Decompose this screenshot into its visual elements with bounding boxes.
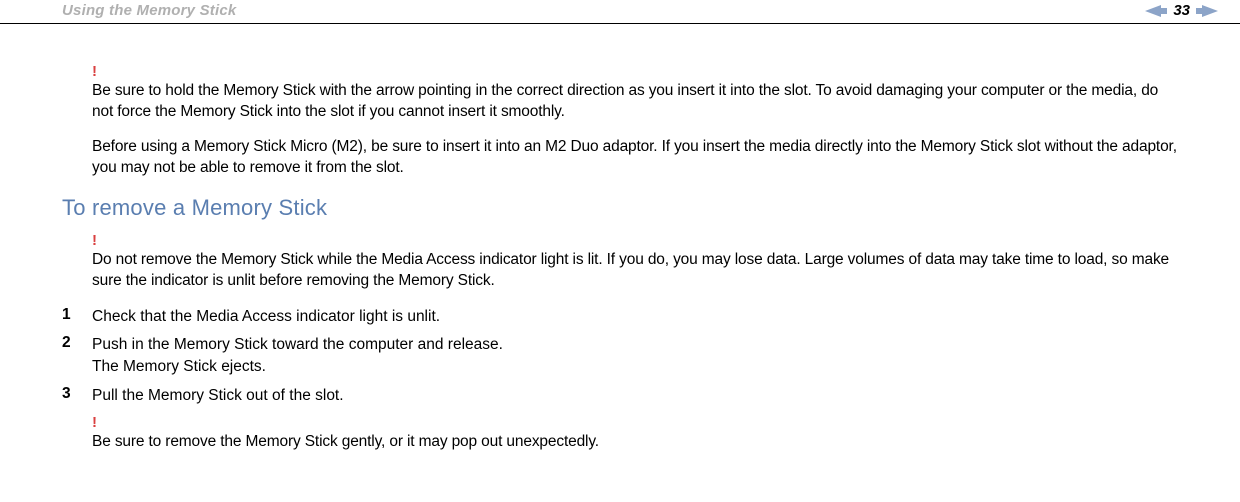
- step-number: 1: [62, 306, 74, 328]
- page-content: ! Be sure to hold the Memory Stick with …: [0, 24, 1240, 453]
- step-text: Check that the Media Access indicator li…: [92, 306, 440, 328]
- step-text: Pull the Memory Stick out of the slot.: [92, 385, 344, 407]
- step-number: 3: [62, 385, 74, 407]
- warning-text: Be sure to remove the Memory Stick gentl…: [92, 432, 1178, 453]
- warning-block-1: ! Be sure to hold the Memory Stick with …: [92, 64, 1178, 123]
- warning-icon: !: [92, 233, 1178, 248]
- page-navigator: 33: [1145, 2, 1218, 19]
- next-page-arrow-icon[interactable]: [1196, 5, 1218, 17]
- step-line-1: Push in the Memory Stick toward the comp…: [92, 336, 503, 353]
- warning-block-2: ! Do not remove the Memory Stick while t…: [92, 233, 1178, 292]
- page-header: Using the Memory Stick 33: [0, 0, 1240, 24]
- step-1: 1 Check that the Media Access indicator …: [62, 306, 1178, 328]
- paragraph-text: Before using a Memory Stick Micro (M2), …: [92, 137, 1178, 179]
- warning-block-3: ! Be sure to remove the Memory Stick gen…: [92, 415, 1178, 453]
- step-2: 2 Push in the Memory Stick toward the co…: [62, 334, 1178, 379]
- warning-icon: !: [92, 64, 1178, 79]
- section-heading: To remove a Memory Stick: [62, 195, 1178, 221]
- page-number: 33: [1173, 2, 1190, 19]
- step-line-2: The Memory Stick ejects.: [92, 358, 266, 375]
- warning-icon: !: [92, 415, 1178, 430]
- step-number: 2: [62, 334, 74, 379]
- step-text: Push in the Memory Stick toward the comp…: [92, 334, 503, 379]
- header-title: Using the Memory Stick: [62, 2, 236, 19]
- prev-page-arrow-icon[interactable]: [1145, 5, 1167, 17]
- step-3: 3 Pull the Memory Stick out of the slot.: [62, 385, 1178, 407]
- warning-text: Do not remove the Memory Stick while the…: [92, 250, 1178, 292]
- paragraph-1: Before using a Memory Stick Micro (M2), …: [92, 137, 1178, 179]
- warning-text: Be sure to hold the Memory Stick with th…: [92, 81, 1178, 123]
